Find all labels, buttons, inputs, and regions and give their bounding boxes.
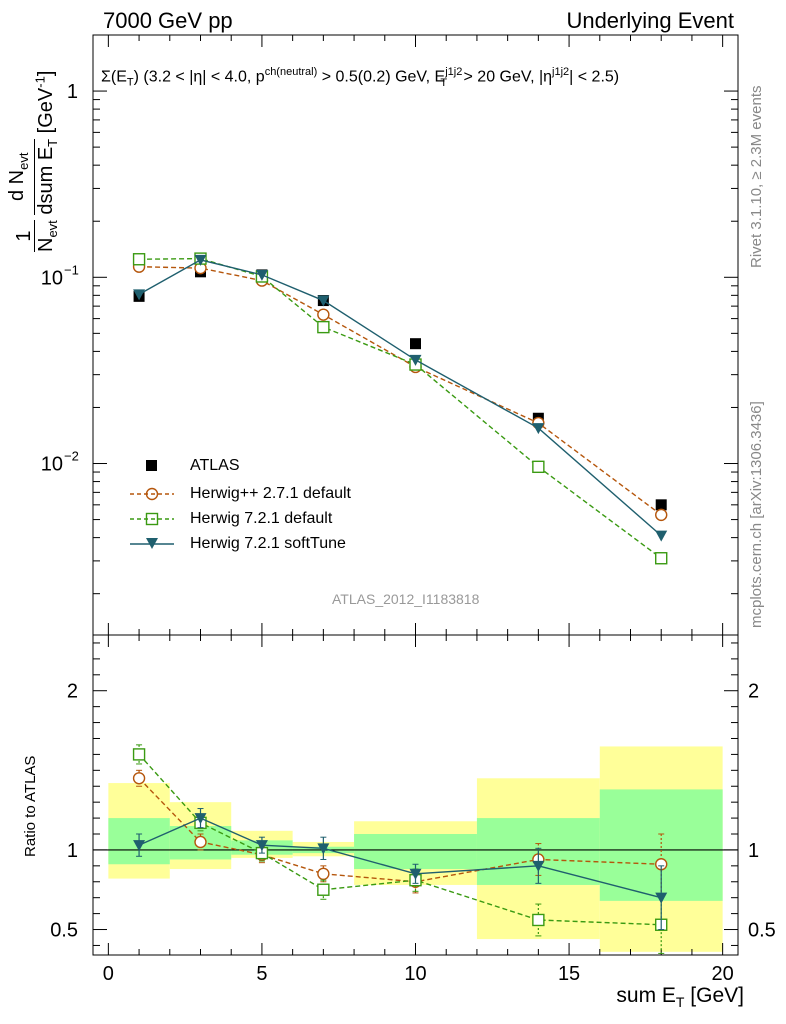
ratio-y-tick-label-right: 2: [748, 681, 759, 703]
data-point: [194, 254, 207, 266]
main-ylabel: 1 Nevt d Nevt dsum ET [GeV-1]: [6, 70, 60, 252]
ratio-point: [317, 843, 330, 855]
ratio-point: [532, 860, 545, 872]
watermark: ATLAS_2012_I1183818: [332, 591, 480, 607]
data-point: [317, 295, 330, 307]
data-point: [410, 338, 421, 350]
ratio-y-tick-label: 2: [67, 681, 78, 703]
ratio-y-tick-label: 0.5: [50, 920, 78, 942]
ratio-point: [132, 748, 146, 761]
legend-item-atlas: ATLAS: [130, 455, 370, 477]
ratio-point: [132, 772, 146, 785]
data-point: [655, 499, 667, 511]
x-tick-label: 5: [256, 963, 267, 985]
mcplots-label: mcplots.cern.ch [arXiv:1306.3436]: [748, 401, 765, 628]
series-line: [139, 265, 662, 516]
ratio-y-tick-label-right: 1: [748, 840, 759, 862]
y-tick-exponent: −1: [64, 262, 79, 277]
legend-item-herwig721: Herwig 7.2.1 default: [130, 508, 410, 530]
ratio-point: [133, 840, 146, 852]
ratio-y-tick-label-right: 0.5: [748, 920, 776, 942]
ratio-ylabel: Ratio to ATLAS: [22, 755, 39, 857]
data-point: [655, 552, 668, 565]
data-point: [132, 253, 146, 266]
ratio-y-tick-label: 1: [67, 840, 78, 862]
ratio-point: [532, 913, 545, 927]
y-tick-label: 10: [41, 454, 63, 476]
legend-item-herwigpp: Herwig++ 2.7.1 default: [130, 483, 410, 505]
header-left: 7000 GeV pp: [103, 8, 233, 33]
rivet-label: Rivet 3.1.10, ≥ 2.3M events: [748, 85, 765, 269]
data-point: [409, 354, 422, 366]
main-title: Σ(ET) (3.2 < |η| < 4.0, pch(neutral) > 0…: [101, 66, 620, 89]
y-tick-exponent: −2: [64, 449, 79, 464]
data-point: [317, 308, 330, 321]
ratio-point: [655, 892, 668, 904]
x-axis-label: sum ET [GeV]: [616, 984, 744, 1011]
data-point: [532, 423, 545, 435]
header-right: Underlying Event: [566, 8, 734, 33]
y-tick-label: 10: [41, 267, 63, 289]
ratio-point: [317, 867, 330, 881]
ratio-point: [317, 883, 330, 896]
data-point: [133, 289, 146, 301]
data-point: [655, 508, 668, 522]
x-tick-label: 10: [404, 963, 426, 985]
data-point: [255, 269, 268, 281]
x-tick-label: 0: [103, 963, 114, 985]
data-point: [317, 320, 330, 334]
ratio-point: [409, 868, 422, 880]
x-tick-label: 15: [558, 963, 580, 985]
ratio-point: [194, 813, 207, 825]
x-tick-label: 20: [712, 963, 734, 985]
data-point: [532, 460, 545, 474]
data-point: [655, 530, 668, 542]
legend-item-softtune: Herwig 7.2.1 softTune: [130, 533, 410, 555]
y-tick-label: 1: [67, 81, 78, 103]
ratio-point: [255, 840, 268, 852]
ratio-point: [194, 835, 207, 849]
